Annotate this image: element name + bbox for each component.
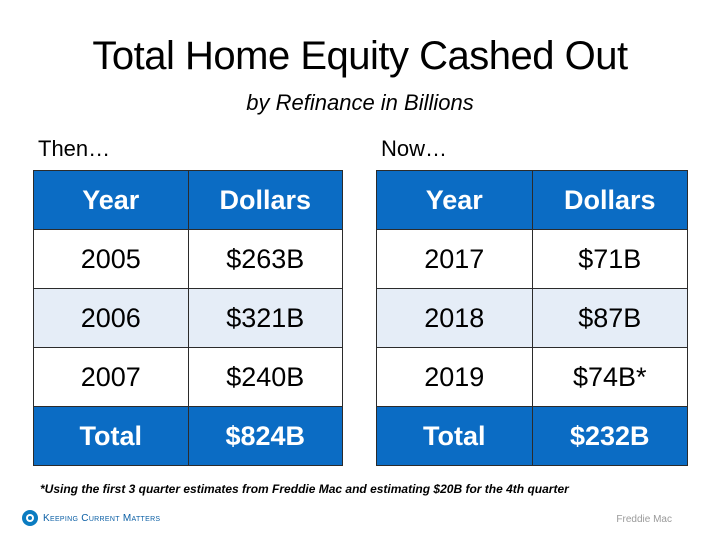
table-header-row: Year Dollars <box>376 170 688 230</box>
footnote: *Using the first 3 quarter estimates fro… <box>40 482 569 496</box>
total-label: Total <box>376 406 533 466</box>
kcm-logo-icon <box>22 510 38 526</box>
table-row: 2005 $263B <box>33 229 343 289</box>
total-label: Total <box>33 406 189 466</box>
year-cell: 2019 <box>376 347 533 407</box>
table-header-row: Year Dollars <box>33 170 343 230</box>
dollars-cell: $321B <box>187 288 343 348</box>
dollars-column-header: Dollars <box>531 170 688 230</box>
source-credit: Freddie Mac <box>616 514 672 525</box>
then-table: Year Dollars 2005 $263B 2006 $321B 2007 … <box>33 170 343 466</box>
dollars-cell: $240B <box>187 347 343 407</box>
total-row: Total $232B <box>376 406 688 466</box>
year-cell: 2006 <box>33 288 189 348</box>
brand-name: Keeping Current Matters <box>43 512 161 524</box>
dollars-cell: $74B* <box>531 347 688 407</box>
table-row: 2017 $71B <box>376 229 688 289</box>
brand: Keeping Current Matters <box>22 510 160 526</box>
then-label: Then… <box>38 136 111 161</box>
dollars-cell: $87B <box>531 288 688 348</box>
year-column-header: Year <box>376 170 533 230</box>
dollars-cell: $71B <box>531 229 688 289</box>
dollars-cell: $263B <box>187 229 343 289</box>
year-column-header: Year <box>33 170 189 230</box>
table-row: 2019 $74B* <box>376 347 688 407</box>
now-label: Now… <box>381 136 448 161</box>
table-row: 2006 $321B <box>33 288 343 348</box>
year-cell: 2018 <box>376 288 533 348</box>
total-row: Total $824B <box>33 406 343 466</box>
total-value: $824B <box>187 406 343 466</box>
table-row: 2007 $240B <box>33 347 343 407</box>
table-row: 2018 $87B <box>376 288 688 348</box>
year-cell: 2017 <box>376 229 533 289</box>
year-cell: 2007 <box>33 347 189 407</box>
total-value: $232B <box>531 406 688 466</box>
now-table: Year Dollars 2017 $71B 2018 $87B 2019 $7… <box>376 170 688 466</box>
dollars-column-header: Dollars <box>187 170 343 230</box>
year-cell: 2005 <box>33 229 189 289</box>
page-subtitle: by Refinance in Billions <box>246 90 474 115</box>
page-title: Total Home Equity Cashed Out <box>92 34 628 78</box>
